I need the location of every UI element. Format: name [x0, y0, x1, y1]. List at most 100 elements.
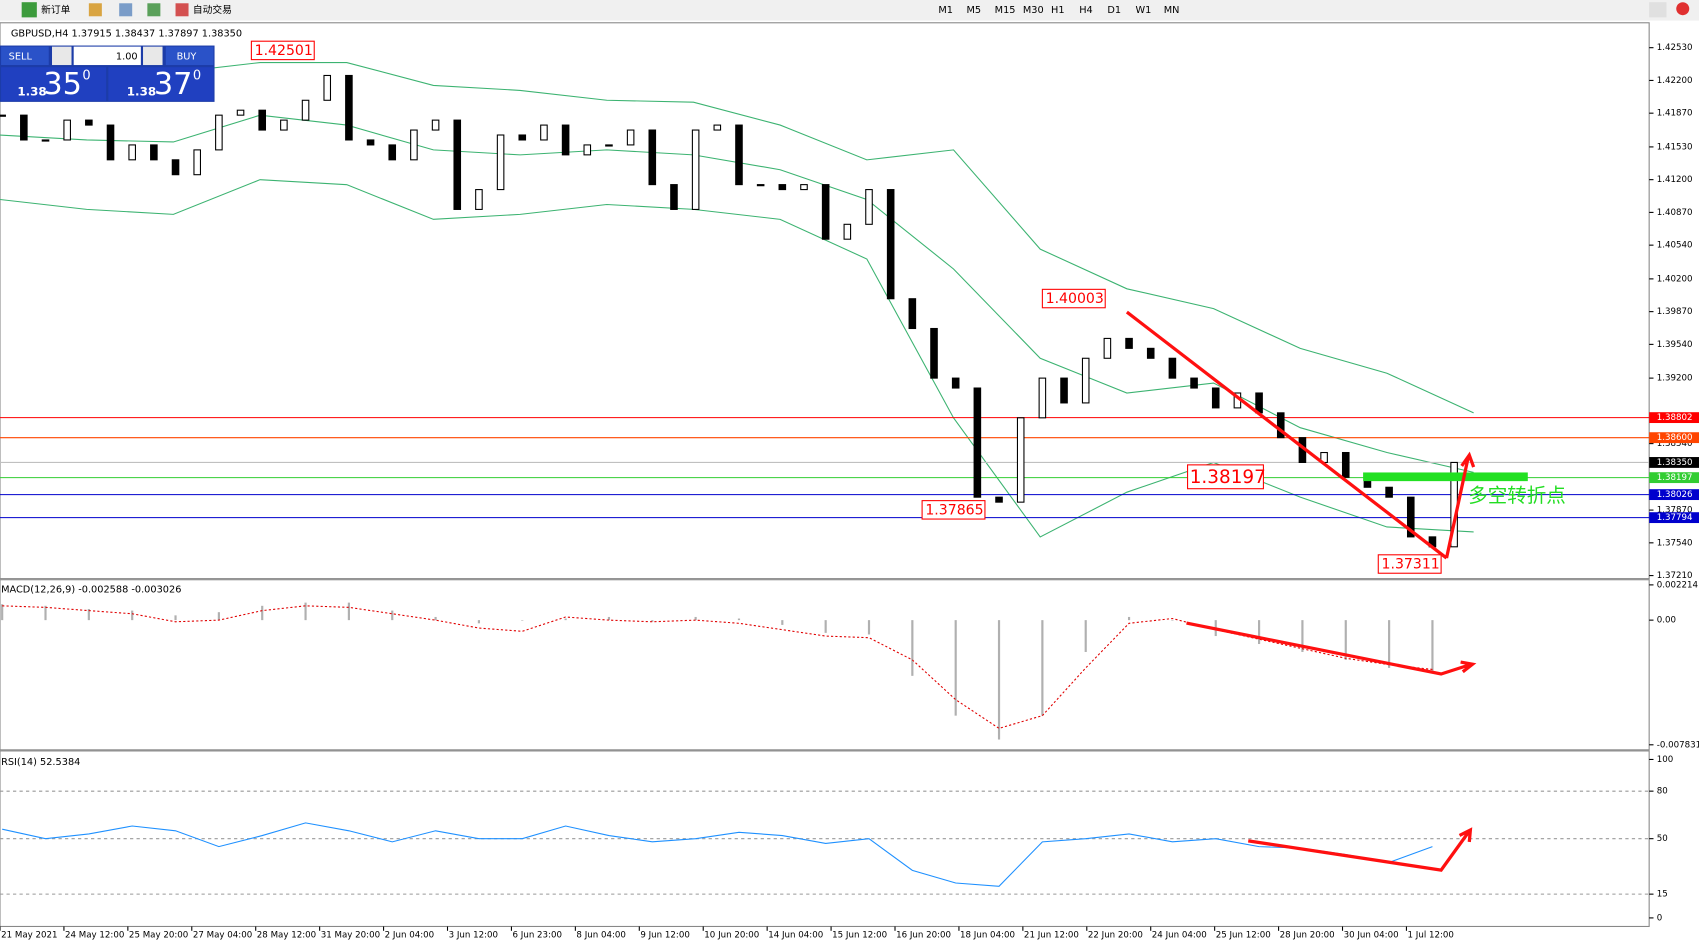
x-tick-label: 28 Jun 20:00 [1280, 931, 1335, 941]
macd-bar [781, 620, 784, 625]
ask-box[interactable] [108, 67, 214, 101]
y-tick-label: 1.37870 [1657, 506, 1693, 516]
annotation-box [1187, 464, 1264, 490]
lot-value[interactable]: 1.00 [116, 51, 138, 62]
candle [150, 144, 158, 161]
x-tick-label: 18 Jun 04:00 [960, 931, 1015, 941]
macd-bar [1388, 620, 1391, 668]
candle [865, 189, 873, 225]
macd-bar [694, 616, 697, 621]
auto-trade-icon[interactable] [175, 3, 189, 17]
candle [821, 184, 830, 240]
tool-icon[interactable] [88, 3, 102, 17]
level-tag-label: 1.38197 [1657, 473, 1693, 483]
x-tick-label: 10 Jun 20:00 [704, 931, 759, 941]
bid-frac: 0 [82, 68, 90, 83]
notification[interactable] [1676, 2, 1690, 16]
search[interactable] [1649, 2, 1667, 18]
lot-spinner[interactable] [52, 46, 72, 66]
candle [1190, 377, 1198, 389]
timeframe[interactable]: M5 [967, 5, 982, 16]
candle [323, 74, 332, 101]
y-tick-label: 1.42200 [1657, 76, 1693, 86]
annotation: 1.42501 [255, 43, 313, 59]
macd-bar [1431, 620, 1434, 672]
arrow [1248, 827, 1473, 872]
macd-bar [304, 602, 307, 621]
x-tick-label: 8 Jun 04:00 [576, 931, 625, 941]
candle [1255, 392, 1263, 414]
bid-box[interactable] [1, 67, 107, 101]
level-tag-label: 1.38600 [1657, 433, 1693, 443]
y-tick-label: 0.00 [1657, 616, 1676, 626]
new-order[interactable]: 新订单 [41, 3, 70, 16]
candle [20, 114, 28, 141]
new-order-icon[interactable] [21, 2, 37, 18]
macd-bar [261, 605, 264, 621]
candle [453, 119, 462, 210]
y-tick-label: 1.42530 [1657, 43, 1693, 53]
level-tag [1649, 457, 1699, 468]
timeframe[interactable]: H4 [1079, 5, 1093, 16]
buy-button[interactable] [165, 46, 214, 66]
x-tick-label: 16 Jun 20:00 [896, 931, 951, 941]
sell-label[interactable]: SELL [9, 51, 33, 62]
bid-big: 1.38 [17, 85, 46, 99]
candle [908, 298, 917, 330]
y-tick-label: 1.37210 [1657, 571, 1693, 581]
candle [670, 184, 678, 210]
timeframe[interactable]: M1 [938, 5, 953, 16]
timeframe[interactable]: H1 [1051, 5, 1065, 16]
candle [800, 184, 808, 191]
x-tick-label: 24 May 12:00 [65, 931, 124, 941]
candle [995, 496, 1003, 503]
tool-icon[interactable] [119, 3, 133, 17]
macd-bar [434, 616, 437, 621]
timeframe[interactable]: M15 [995, 5, 1016, 16]
macd-bar [997, 620, 1001, 740]
macd-bar [1041, 620, 1044, 716]
buy-label[interactable]: BUY [177, 51, 197, 62]
candle [605, 144, 613, 147]
macd-bar [1127, 616, 1131, 621]
candle [626, 129, 635, 146]
ask-big: 1.38 [127, 85, 156, 99]
candle [1341, 451, 1350, 478]
timeframe[interactable]: M30 [1023, 5, 1044, 16]
macd-header: MACD(12,26,9) -0.002588 -0.003026 [1, 584, 181, 595]
timeframe[interactable]: MN [1164, 5, 1180, 16]
level-tag [1649, 489, 1699, 501]
candle [63, 119, 71, 141]
level-tag-label: 1.38350 [1657, 458, 1693, 468]
candle [1276, 412, 1285, 439]
level-tag-label: 1.38802 [1657, 413, 1693, 423]
auto-trade[interactable]: 自动交易 [193, 3, 232, 16]
lot-field[interactable] [73, 46, 141, 66]
sell-button[interactable] [1, 46, 49, 66]
x-tick-label: 2 Jun 04:00 [385, 931, 434, 941]
candle [496, 134, 505, 191]
candle [85, 119, 93, 126]
y-tick-label: 1.39870 [1657, 307, 1693, 317]
macd-bar [1, 604, 4, 621]
candle [886, 189, 895, 300]
candle [280, 119, 288, 131]
candle [713, 124, 722, 131]
timeframe[interactable]: D1 [1107, 5, 1121, 16]
y-tick-label: 1.41530 [1657, 142, 1693, 152]
macd-bar [217, 612, 220, 621]
candle [1168, 357, 1177, 379]
candle [843, 223, 852, 240]
x-tick-label: 31 May 20:00 [321, 931, 380, 941]
tool-icon[interactable] [147, 3, 161, 17]
annotation-box [1041, 288, 1106, 309]
level-tag [1649, 472, 1699, 484]
y-tick-label: -0.007831 [1657, 740, 1699, 750]
macd-bar [1171, 620, 1174, 621]
candle [1103, 337, 1112, 359]
timeframe[interactable]: W1 [1136, 5, 1152, 16]
y-tick-label: 100 [1657, 755, 1674, 765]
lot-spinner[interactable] [143, 46, 163, 66]
candle [1146, 347, 1155, 359]
level-tag [1649, 412, 1699, 424]
